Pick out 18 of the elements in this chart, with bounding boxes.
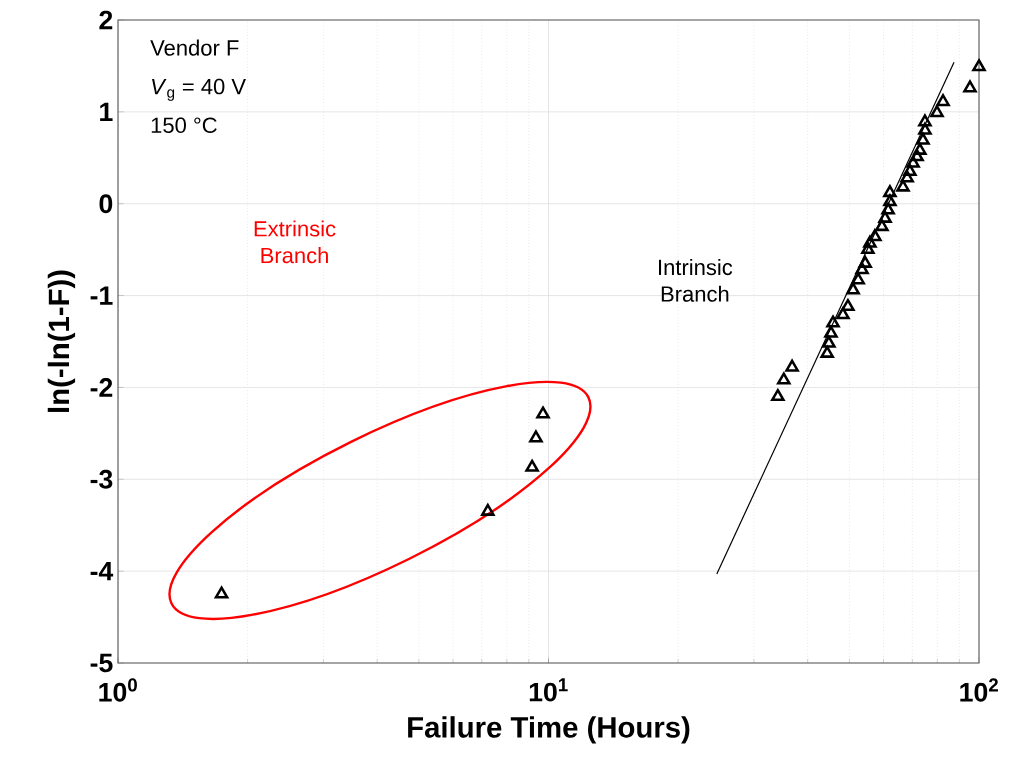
annotation: Vendor F — [150, 39, 239, 56]
y-axis-title: ln(-ln(1-F)) — [47, 270, 76, 412]
y-tick-label: -2 — [90, 378, 113, 397]
y-tick-label: 0 — [99, 194, 113, 214]
y-tick-label: -4 — [90, 561, 114, 581]
annotation: 150 °C — [151, 117, 217, 134]
y-tick-label: -5 — [90, 653, 113, 673]
x-axis-title: Failure Time (Hours) — [408, 716, 690, 744]
annotation: V$_{g}$ = 40 V — [152, 78, 246, 101]
y-tick-label: 2 — [99, 10, 113, 30]
annotation: Extrinsic Branch — [254, 220, 336, 264]
y-tick-label: -1 — [90, 286, 113, 305]
y-tick-label: 1 — [100, 102, 113, 122]
x-tick-label: 10$^{1}$ — [529, 678, 568, 702]
x-tick-label: 10$^{2}$ — [960, 678, 998, 702]
x-tick-label: 10$^{0}$ — [99, 678, 137, 702]
y-tick-label: -3 — [90, 469, 113, 489]
annotation: Intrinsic Branch — [659, 259, 733, 302]
